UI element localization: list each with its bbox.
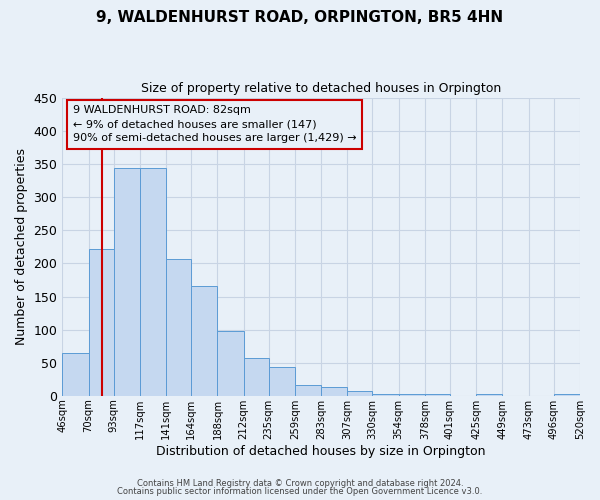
Bar [244, 358, 269, 396]
Text: Contains HM Land Registry data © Crown copyright and database right 2024.: Contains HM Land Registry data © Crown c… [137, 478, 463, 488]
Y-axis label: Number of detached properties: Number of detached properties [15, 148, 28, 346]
Text: 9 WALDENHURST ROAD: 82sqm
← 9% of detached houses are smaller (147)
90% of semi-: 9 WALDENHURST ROAD: 82sqm ← 9% of detach… [73, 106, 356, 144]
Bar [89, 249, 113, 396]
Bar [295, 385, 321, 396]
Bar [321, 386, 347, 396]
Bar [398, 394, 425, 396]
Title: Size of property relative to detached houses in Orpington: Size of property relative to detached ho… [141, 82, 501, 96]
Bar [166, 259, 191, 396]
Bar [373, 394, 398, 396]
Text: Contains public sector information licensed under the Open Government Licence v3: Contains public sector information licen… [118, 487, 482, 496]
Bar [140, 168, 166, 396]
Bar [217, 331, 244, 396]
Bar [347, 391, 373, 396]
Bar [62, 353, 89, 396]
Bar [554, 394, 580, 396]
Bar [191, 286, 217, 396]
Bar [113, 168, 140, 396]
Bar [425, 394, 450, 396]
Text: 9, WALDENHURST ROAD, ORPINGTON, BR5 4HN: 9, WALDENHURST ROAD, ORPINGTON, BR5 4HN [97, 10, 503, 25]
Bar [476, 394, 502, 396]
Bar [269, 368, 295, 396]
X-axis label: Distribution of detached houses by size in Orpington: Distribution of detached houses by size … [157, 444, 486, 458]
